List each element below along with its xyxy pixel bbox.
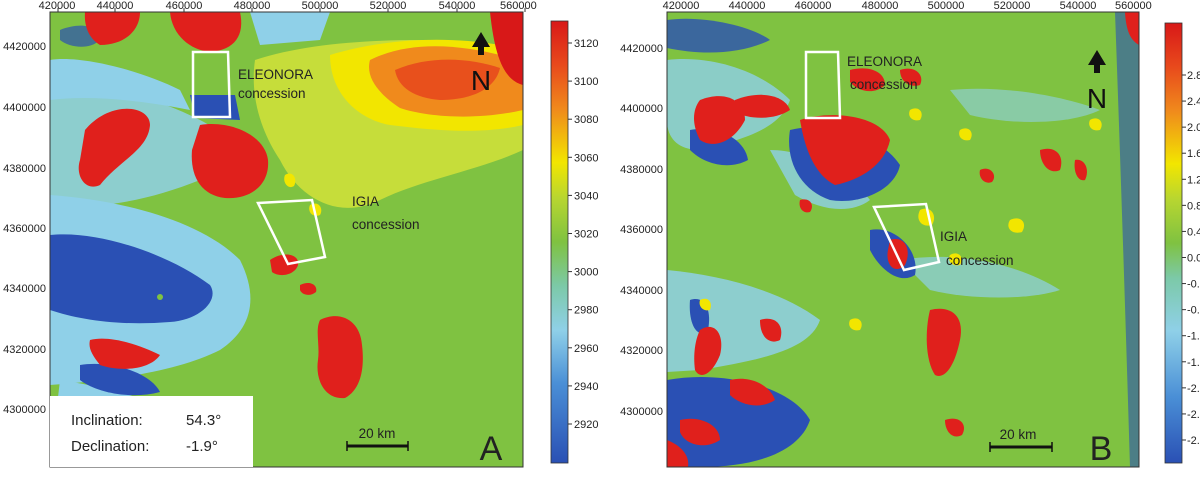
eleonora-concession-outline (191, 50, 232, 119)
colorbar-label: 2.4 (1187, 96, 1200, 108)
y-tick-label: 4360000 (620, 224, 663, 236)
x-tick-label: 440000 (97, 0, 134, 12)
x-tick-label: 500000 (928, 0, 965, 12)
x-tick-label: 560000 (500, 0, 537, 12)
colorbar-label: 3020 (574, 229, 598, 241)
eleonora-concession-outline (804, 50, 842, 120)
x-axis-ticks-a: 420000 440000 460000 480000 500000 52000… (39, 0, 537, 12)
colorbar-label: -1.2 (1187, 331, 1200, 343)
colorbar-label: -2.8 (1187, 435, 1200, 447)
map-a-raster (50, 12, 523, 467)
y-tick-label: 4360000 (3, 223, 46, 235)
colorbar-label: 3120 (574, 38, 598, 50)
y-tick-label: 4300000 (620, 406, 663, 418)
x-tick-label: 480000 (862, 0, 899, 12)
panel-a: 420000 440000 460000 480000 500000 52000… (3, 0, 569, 468)
scale-label: 20 km (1000, 427, 1037, 442)
y-axis-ticks-b: 4420000 4400000 4380000 4360000 4340000 … (620, 43, 663, 418)
x-tick-label: 520000 (994, 0, 1031, 12)
x-tick-label: 420000 (663, 0, 700, 12)
colorbar-label: 1.6 (1187, 148, 1200, 160)
y-tick-label: 4380000 (620, 164, 663, 176)
igia-label: IGIA (352, 194, 379, 209)
y-tick-label: 4300000 (3, 404, 46, 416)
x-tick-label: 420000 (39, 0, 76, 12)
panel-letter: B (1090, 430, 1113, 468)
panel-letter: A (480, 430, 503, 468)
colorbar-label: 2960 (574, 343, 598, 355)
colorbar-label: 0.8 (1187, 200, 1200, 212)
y-tick-label: 4400000 (3, 102, 46, 114)
colorbar-label: 2940 (574, 381, 598, 393)
north-arrow-icon: N (471, 32, 491, 96)
igia-concession-outline (872, 202, 941, 272)
x-tick-label: 460000 (795, 0, 832, 12)
colorbar-label: -1.6 (1187, 357, 1200, 369)
colorbar-label: 0.0 (1187, 253, 1200, 265)
y-tick-label: 4420000 (3, 41, 46, 53)
x-tick-label: 440000 (729, 0, 766, 12)
y-axis-ticks-a: 4420000 4400000 4380000 4360000 4340000 … (3, 41, 46, 416)
map-b-raster (667, 12, 1139, 467)
inclination-info-box: Inclination: 54.3° Declination: -1.9° (50, 396, 253, 467)
eleonora-label: ELEONORA (847, 54, 922, 69)
colorbar-label: 3000 (574, 267, 598, 279)
scale-label: 20 km (359, 426, 396, 441)
declination-value: -1.9° (186, 438, 218, 455)
x-tick-label: 500000 (302, 0, 339, 12)
eleonora-label-2: concession (850, 77, 918, 92)
eleonora-label: ELEONORA (238, 67, 313, 82)
colorbar-label: 2920 (574, 419, 598, 431)
colorbar-label: -0.8 (1187, 305, 1200, 317)
colorbar-label: 3040 (574, 190, 598, 202)
colorbar-label: 0.4 (1187, 226, 1200, 238)
x-tick-label: 520000 (370, 0, 407, 12)
x-tick-label: 540000 (1060, 0, 1097, 12)
colorbar-label: -2.0 (1187, 383, 1200, 395)
igia-label-2: concession (352, 217, 420, 232)
y-tick-label: 4320000 (620, 345, 663, 357)
x-tick-label: 560000 (1115, 0, 1152, 12)
x-tick-label: 460000 (166, 0, 203, 12)
scale-bar-a: 20 km (346, 426, 409, 451)
y-tick-label: 4420000 (620, 43, 663, 55)
y-tick-label: 4320000 (3, 344, 46, 356)
colorbar-label: 2980 (574, 305, 598, 317)
inclination-label: Inclination: (71, 412, 143, 429)
colorbar-a (550, 20, 569, 464)
colorbar-label: 3080 (574, 114, 598, 126)
eleonora-label-2: concession (238, 86, 306, 101)
colorbar-label: 3060 (574, 152, 598, 164)
north-label: N (471, 65, 491, 96)
igia-label: IGIA (940, 229, 967, 244)
y-tick-label: 4340000 (3, 283, 46, 295)
x-tick-label: 540000 (439, 0, 476, 12)
colorbar-b (1164, 22, 1183, 464)
igia-label-2: concession (946, 253, 1014, 268)
colorbar-label: 3100 (574, 76, 598, 88)
inclination-value: 54.3° (186, 412, 221, 429)
north-label: N (1087, 83, 1107, 114)
x-axis-ticks-b: 420000 440000 460000 480000 500000 52000… (663, 0, 1152, 12)
declination-label: Declination: (71, 438, 149, 455)
colorbar-label: -0.4 (1187, 279, 1200, 291)
x-tick-label: 480000 (234, 0, 271, 12)
panel-b: 420000 440000 460000 480000 500000 52000… (620, 0, 1183, 468)
y-tick-label: 4340000 (620, 285, 663, 297)
igia-concession-outline (256, 198, 327, 266)
colorbar-label: 1.2 (1187, 174, 1200, 186)
y-tick-label: 4380000 (3, 163, 46, 175)
north-arrow-icon: N (1087, 50, 1107, 114)
colorbar-label: 2.0 (1187, 122, 1200, 134)
y-tick-label: 4400000 (620, 103, 663, 115)
colorbar-label: -2.4 (1187, 409, 1200, 421)
colorbar-label: 2.8 (1187, 70, 1200, 82)
scale-bar-b: 20 km (989, 427, 1053, 452)
